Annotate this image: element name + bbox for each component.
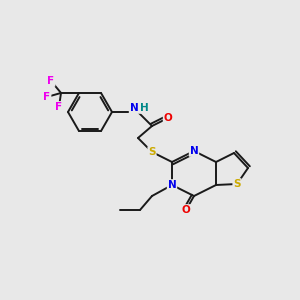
- Text: S: S: [233, 179, 241, 189]
- Text: S: S: [148, 147, 156, 157]
- Text: N: N: [130, 103, 138, 113]
- Text: N: N: [168, 180, 176, 190]
- Text: F: F: [44, 92, 51, 102]
- Text: O: O: [182, 205, 190, 215]
- Text: H: H: [140, 103, 148, 113]
- Text: N: N: [190, 146, 198, 156]
- Text: O: O: [164, 113, 172, 123]
- Text: F: F: [47, 76, 55, 86]
- Text: F: F: [56, 102, 63, 112]
